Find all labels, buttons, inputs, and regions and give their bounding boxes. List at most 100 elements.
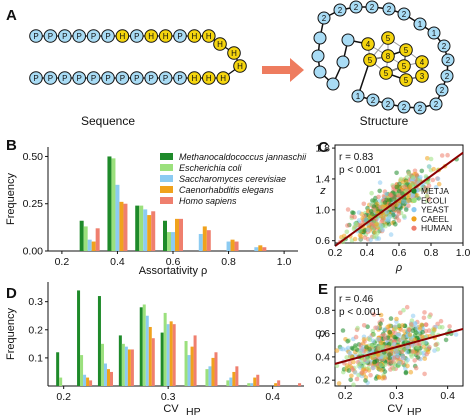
structure-core-bead xyxy=(379,66,393,80)
chart-c-point xyxy=(398,176,404,182)
chart-d-bar xyxy=(229,377,233,386)
chart-e-point xyxy=(338,346,344,352)
structure-bead xyxy=(382,2,396,16)
sequence-bead xyxy=(158,29,173,43)
chart-c-point xyxy=(426,183,432,188)
chart-b-bar xyxy=(179,218,183,251)
chart-e-point xyxy=(387,329,393,335)
chart-c-point xyxy=(402,184,408,190)
chart-e-point xyxy=(365,357,371,362)
chart-e-point xyxy=(361,337,367,342)
chart-c-point xyxy=(407,184,413,189)
chart-e-point xyxy=(348,377,354,383)
chart-e-point xyxy=(340,328,346,333)
chart-d-bar xyxy=(142,304,146,386)
chart-e-point xyxy=(363,378,368,383)
sequence-bead xyxy=(101,29,115,43)
sequence-bead-label: P xyxy=(77,32,82,41)
chart-d-bar xyxy=(106,369,110,386)
chart-d-ytick-label: 0.1 xyxy=(28,352,43,364)
sequence-bead xyxy=(29,29,43,43)
chart-e-point xyxy=(422,356,428,361)
chart-e-ytick-label: 0.6 xyxy=(315,328,330,340)
sequence-bead xyxy=(202,29,216,43)
chart-d-bar xyxy=(298,383,302,386)
chart-e-xtick-label: 0.2 xyxy=(338,390,353,402)
sequence-bead-label: H xyxy=(192,74,198,83)
structure-bead xyxy=(381,97,395,111)
chart-d-bar xyxy=(127,349,131,386)
chart-c-legend-marker xyxy=(411,216,417,222)
chart-c-point xyxy=(354,222,359,228)
chart-e-point xyxy=(346,345,351,351)
chart-e-point xyxy=(394,316,399,322)
sequence-bead xyxy=(86,71,101,85)
chart-c-xtick-label: 0.2 xyxy=(328,247,343,259)
chart-c-point xyxy=(419,168,425,174)
chart-d-bar xyxy=(77,290,81,386)
chart-e-point xyxy=(400,355,406,361)
chart-c-point xyxy=(396,193,402,198)
structure-bead-label: 2 xyxy=(442,42,447,51)
structure-bead xyxy=(349,0,363,14)
chart-c-point xyxy=(406,203,411,208)
chart-c-point xyxy=(367,214,373,220)
chart-c-point xyxy=(400,191,405,196)
chart-b-bar xyxy=(254,247,259,251)
chart-d-bar xyxy=(256,374,260,386)
structure-bead-label: 1 xyxy=(356,92,361,101)
chart-e-ylabel: ρ xyxy=(318,328,325,340)
chart-e-point xyxy=(385,324,390,330)
chart-d-bar xyxy=(166,324,170,386)
chart-e-point xyxy=(412,321,418,326)
structure-bead-label: 2 xyxy=(445,72,450,81)
chart-b-bar xyxy=(147,215,152,251)
chart-e-point xyxy=(433,342,439,347)
chart-c-point xyxy=(396,188,402,194)
chart-e-point xyxy=(420,340,426,346)
chart-c-point xyxy=(384,209,390,215)
structure-bead-label: 2 xyxy=(371,96,376,105)
legend-swatch xyxy=(160,153,173,160)
chart-c-point xyxy=(376,194,381,200)
chart-b-bar xyxy=(111,158,116,251)
chart-e-r-value: r = 0.46 xyxy=(339,294,374,305)
structure-bead-label: 2 xyxy=(440,86,445,95)
chart-e-point xyxy=(373,325,378,331)
chart-e-point xyxy=(357,361,362,367)
chart-d-bar xyxy=(80,355,84,386)
chart-e-point xyxy=(395,353,400,359)
chart-e-point xyxy=(351,359,356,365)
chart-d-bar xyxy=(109,371,113,386)
chart-c-point xyxy=(377,188,383,194)
chart-e-point xyxy=(336,381,342,386)
chart-d-bar xyxy=(211,357,215,386)
chart-b-ytick-label: 0.50 xyxy=(23,151,44,163)
chart-c-point xyxy=(401,214,407,219)
chart-b-bar xyxy=(83,226,88,251)
sequence-bead xyxy=(187,29,202,43)
chart-d-bar xyxy=(274,383,278,386)
chart-c-ytick-label: 0.6 xyxy=(315,235,330,247)
structure-bead xyxy=(429,97,443,111)
chart-c-point xyxy=(388,232,394,237)
chart-c-point xyxy=(418,186,424,192)
chart-b-bar xyxy=(135,205,140,251)
chart-d-bar xyxy=(118,335,122,386)
chart-c-point xyxy=(380,227,386,233)
chart-e-point xyxy=(414,330,419,336)
chart-b-xtick-label: 1.0 xyxy=(277,256,292,268)
chart-c-legend-marker xyxy=(411,188,417,194)
sequence-bead xyxy=(233,59,247,73)
sequence-bead-label: H xyxy=(237,62,243,71)
structure-bead-label: 2 xyxy=(434,100,439,109)
chart-b-bar xyxy=(171,232,175,251)
chart-c-point xyxy=(439,153,445,158)
chart-c-point xyxy=(374,201,380,207)
sequence-bead-label: P xyxy=(177,74,182,83)
structure-core-bead xyxy=(415,55,429,69)
chart-c-point xyxy=(394,184,400,190)
chart-b-bar xyxy=(262,247,267,251)
legend-swatch xyxy=(160,175,173,182)
chart-b-xlabel: Assortativity ρ xyxy=(139,265,208,277)
